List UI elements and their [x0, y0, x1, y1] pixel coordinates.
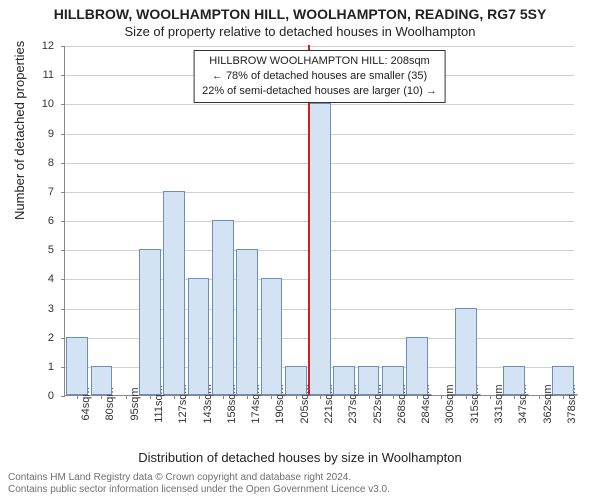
- x-tick: [344, 395, 345, 399]
- x-tick: [101, 395, 102, 399]
- y-tick: [61, 396, 65, 397]
- y-tick-label: 0: [48, 390, 54, 402]
- histogram-bar: [188, 278, 210, 395]
- y-axis-labels: 0123456789101112: [0, 46, 60, 396]
- histogram-bar: [285, 366, 307, 395]
- x-tick: [563, 395, 564, 399]
- x-axis-title: Distribution of detached houses by size …: [0, 450, 600, 465]
- x-tick: [271, 395, 272, 399]
- x-tick: [247, 395, 248, 399]
- y-tick-label: 5: [48, 244, 54, 256]
- chart-title-line1: HILLBROW, WOOLHAMPTON HILL, WOOLHAMPTON,…: [0, 6, 600, 22]
- x-tick: [150, 395, 151, 399]
- x-tick: [223, 395, 224, 399]
- x-tick: [369, 395, 370, 399]
- y-tick-label: 7: [48, 186, 54, 198]
- chart-title-line2: Size of property relative to detached ho…: [0, 24, 600, 39]
- histogram-bar: [309, 103, 331, 395]
- histogram-bar: [358, 366, 380, 395]
- footer-line1: Contains HM Land Registry data © Crown c…: [8, 472, 390, 484]
- x-tick: [514, 395, 515, 399]
- x-tick: [466, 395, 467, 399]
- y-tick-label: 3: [48, 303, 54, 315]
- histogram-bar: [382, 366, 404, 395]
- annotation-line2: ← 78% of detached houses are smaller (35…: [202, 69, 437, 84]
- histogram-bar: [261, 278, 283, 395]
- x-tick: [490, 395, 491, 399]
- y-tick-label: 8: [48, 157, 54, 169]
- histogram-bar: [236, 249, 258, 395]
- x-tick: [441, 395, 442, 399]
- y-tick-label: 12: [42, 40, 54, 52]
- x-tick: [393, 395, 394, 399]
- x-tick: [539, 395, 540, 399]
- y-tick-label: 4: [48, 273, 54, 285]
- x-tick: [77, 395, 78, 399]
- x-tick: [199, 395, 200, 399]
- footer-line2: Contains public sector information licen…: [8, 484, 390, 496]
- y-tick-label: 1: [48, 361, 54, 373]
- annotation-line3: 22% of semi-detached houses are larger (…: [202, 84, 437, 99]
- histogram-bar: [333, 366, 355, 395]
- histogram-bar: [139, 249, 161, 395]
- histogram-bar: [163, 191, 185, 395]
- histogram-bar: [66, 337, 88, 395]
- chart-container: HILLBROW, WOOLHAMPTON HILL, WOOLHAMPTON,…: [0, 0, 600, 500]
- x-tick: [174, 395, 175, 399]
- histogram-bar: [455, 308, 477, 396]
- y-tick-label: 11: [43, 69, 54, 81]
- histogram-bar: [91, 366, 113, 395]
- y-tick-label: 2: [48, 332, 54, 344]
- x-tick: [296, 395, 297, 399]
- x-tick: [417, 395, 418, 399]
- histogram-bar: [212, 220, 234, 395]
- histogram-bar: [406, 337, 428, 395]
- annotation-line1: HILLBROW WOOLHAMPTON HILL: 208sqm: [202, 54, 437, 69]
- y-tick-label: 9: [48, 128, 54, 140]
- footer-attribution: Contains HM Land Registry data © Crown c…: [8, 472, 390, 496]
- histogram-bar: [552, 366, 574, 395]
- gridline: [65, 46, 574, 47]
- annotation-box: HILLBROW WOOLHAMPTON HILL: 208sqm ← 78% …: [193, 50, 446, 103]
- y-tick-label: 6: [48, 215, 54, 227]
- histogram-bar: [503, 366, 525, 395]
- plot-area: HILLBROW WOOLHAMPTON HILL: 208sqm ← 78% …: [64, 46, 574, 396]
- x-tick: [126, 395, 127, 399]
- x-tick: [320, 395, 321, 399]
- y-tick-label: 10: [42, 98, 54, 110]
